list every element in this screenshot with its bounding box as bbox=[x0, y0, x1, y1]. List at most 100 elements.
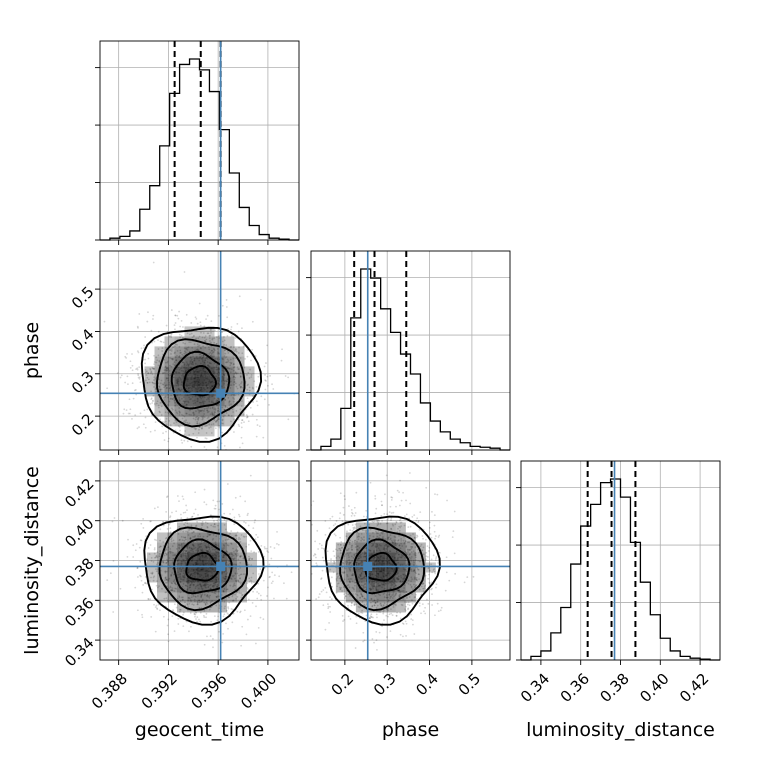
sample-point bbox=[346, 575, 349, 578]
sample-point bbox=[210, 432, 213, 434]
sample-point bbox=[246, 415, 249, 418]
density-cell bbox=[176, 582, 187, 593]
sample-point bbox=[361, 600, 364, 603]
sample-point bbox=[415, 593, 417, 596]
sample-point bbox=[415, 584, 417, 587]
sample-point bbox=[217, 407, 220, 410]
sample-point bbox=[230, 578, 233, 580]
sample-point bbox=[409, 525, 412, 528]
density-cell bbox=[186, 602, 197, 613]
sample-point bbox=[336, 576, 339, 579]
sample-point bbox=[230, 414, 233, 417]
sample-point bbox=[232, 574, 235, 577]
density-cell bbox=[395, 602, 406, 613]
sample-point bbox=[235, 372, 238, 374]
sample-point bbox=[203, 408, 206, 410]
sample-point bbox=[201, 427, 203, 430]
sample-point bbox=[226, 406, 229, 409]
sample-point bbox=[187, 597, 190, 599]
sample-point bbox=[379, 602, 382, 605]
sample-point bbox=[218, 595, 220, 598]
sample-point bbox=[221, 641, 224, 644]
sample-point bbox=[417, 519, 420, 522]
sample-point bbox=[216, 352, 219, 355]
sample-point bbox=[355, 491, 358, 494]
sample-point bbox=[273, 547, 276, 549]
sample-point bbox=[410, 580, 413, 583]
sample-point bbox=[230, 334, 233, 337]
sample-point bbox=[209, 351, 212, 354]
sample-point bbox=[391, 496, 394, 499]
sample-point bbox=[208, 423, 211, 426]
sample-point bbox=[412, 623, 414, 626]
sample-point bbox=[425, 555, 428, 558]
sample-point bbox=[214, 411, 216, 414]
sample-point bbox=[269, 546, 272, 548]
sample-point bbox=[195, 524, 198, 527]
sample-point bbox=[372, 600, 374, 603]
sample-point bbox=[349, 569, 352, 572]
sample-point bbox=[206, 599, 208, 602]
sample-point bbox=[190, 332, 193, 335]
sample-point bbox=[347, 554, 350, 556]
density-cell bbox=[325, 562, 336, 573]
sample-point bbox=[203, 416, 206, 419]
sample-point bbox=[155, 402, 158, 405]
sample-point bbox=[420, 549, 423, 552]
sample-point bbox=[251, 558, 253, 561]
sample-point bbox=[211, 407, 214, 410]
sample-point bbox=[164, 537, 167, 540]
sample-point bbox=[109, 572, 112, 575]
x-tick-label: 0.396 bbox=[187, 670, 230, 713]
sample-point bbox=[124, 355, 127, 358]
density-cell bbox=[375, 542, 386, 553]
sample-point bbox=[272, 388, 275, 390]
density-cell bbox=[176, 552, 187, 563]
density-cell bbox=[196, 562, 207, 573]
sample-point bbox=[231, 574, 233, 577]
density-cell bbox=[206, 562, 217, 573]
axis-labels: geocent_time phase luminosity_distancephas… bbox=[21, 322, 715, 741]
sample-point bbox=[305, 571, 307, 573]
sample-point bbox=[154, 429, 156, 432]
sample-point bbox=[112, 611, 115, 613]
sample-point bbox=[239, 374, 242, 377]
sample-point bbox=[146, 376, 149, 379]
sample-point bbox=[171, 587, 174, 590]
sample-point bbox=[199, 353, 202, 356]
sample-point bbox=[158, 388, 161, 391]
sample-point bbox=[133, 389, 136, 392]
sample-point bbox=[454, 572, 457, 575]
sample-point bbox=[256, 424, 259, 426]
sample-point bbox=[195, 410, 197, 413]
sample-point bbox=[193, 613, 196, 616]
sample-point bbox=[227, 627, 229, 630]
sample-point bbox=[239, 372, 242, 374]
sample-point bbox=[397, 539, 400, 541]
sample-point bbox=[188, 341, 191, 344]
sample-point bbox=[389, 538, 392, 541]
sample-point bbox=[217, 418, 220, 421]
sample-point bbox=[339, 588, 342, 591]
sample-point bbox=[205, 616, 207, 619]
sample-point bbox=[139, 539, 142, 542]
sample-point bbox=[392, 593, 395, 595]
sample-point bbox=[128, 412, 131, 415]
sample-point bbox=[376, 535, 379, 538]
sample-point bbox=[170, 335, 172, 337]
sample-point bbox=[201, 336, 204, 339]
sample-point bbox=[174, 582, 177, 584]
sample-point bbox=[214, 408, 217, 410]
sample-point bbox=[247, 512, 249, 515]
sample-point bbox=[346, 552, 349, 555]
density-cell bbox=[146, 552, 157, 563]
sample-point bbox=[361, 595, 363, 597]
sample-point bbox=[158, 360, 161, 363]
sample-point bbox=[387, 607, 389, 610]
sample-point bbox=[161, 347, 164, 349]
sample-point bbox=[174, 343, 177, 346]
sample-point bbox=[415, 584, 418, 586]
sample-point bbox=[228, 414, 230, 417]
sample-point bbox=[400, 603, 403, 606]
sample-point bbox=[407, 540, 410, 543]
